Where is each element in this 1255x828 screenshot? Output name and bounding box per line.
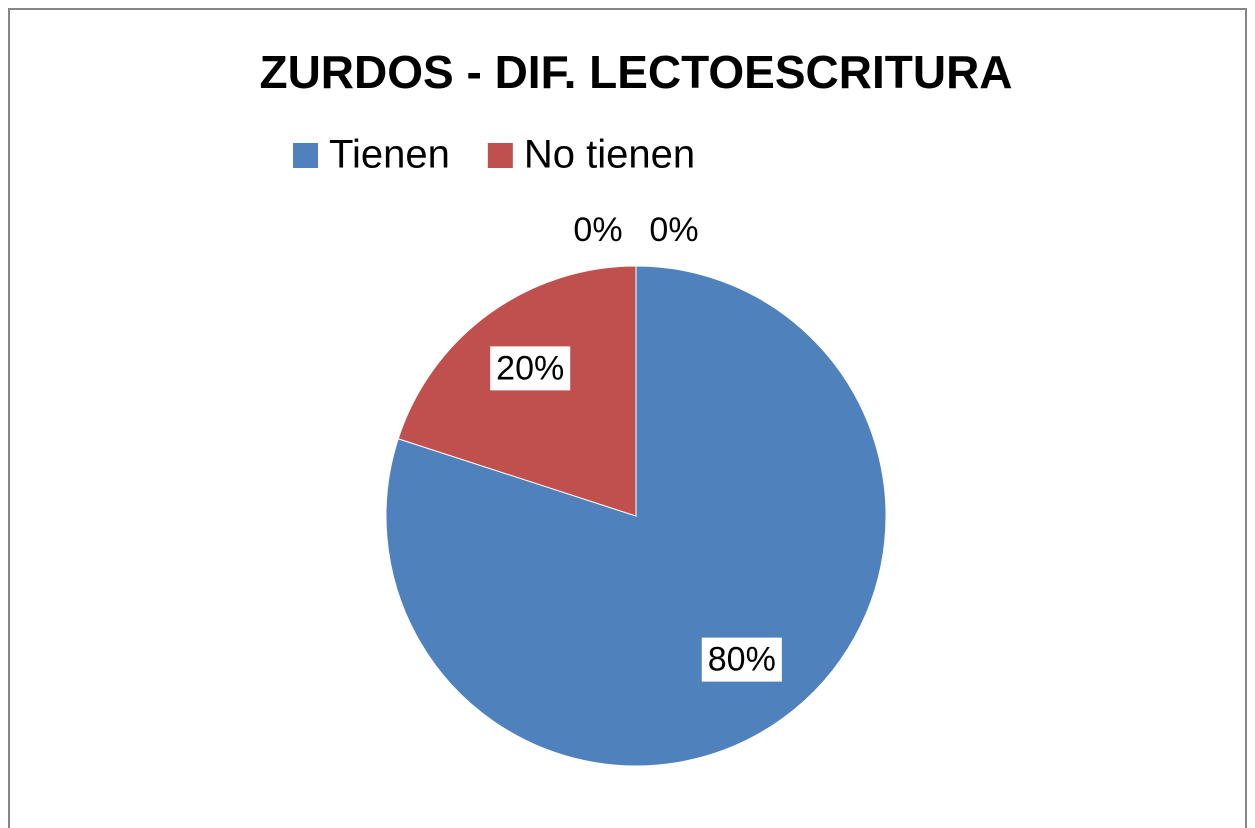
- legend-label: No tienen: [524, 133, 695, 177]
- legend-swatch: [487, 143, 513, 168]
- pie-slice: [397, 265, 637, 517]
- data-label-bg: [701, 637, 782, 682]
- data-label-bg: [643, 207, 705, 252]
- data-label-bg: [567, 207, 629, 252]
- data-label: 0%: [573, 211, 622, 249]
- chart-title: ZURDOS - DIF. LECTOESCRITURA: [259, 46, 1012, 98]
- data-label: 0%: [649, 211, 698, 249]
- legend-label: Tienen: [329, 133, 450, 177]
- data-label: 20%: [496, 349, 564, 387]
- legend-swatch: [293, 143, 318, 168]
- data-label: 80%: [708, 641, 776, 679]
- data-label-bg: [490, 346, 571, 391]
